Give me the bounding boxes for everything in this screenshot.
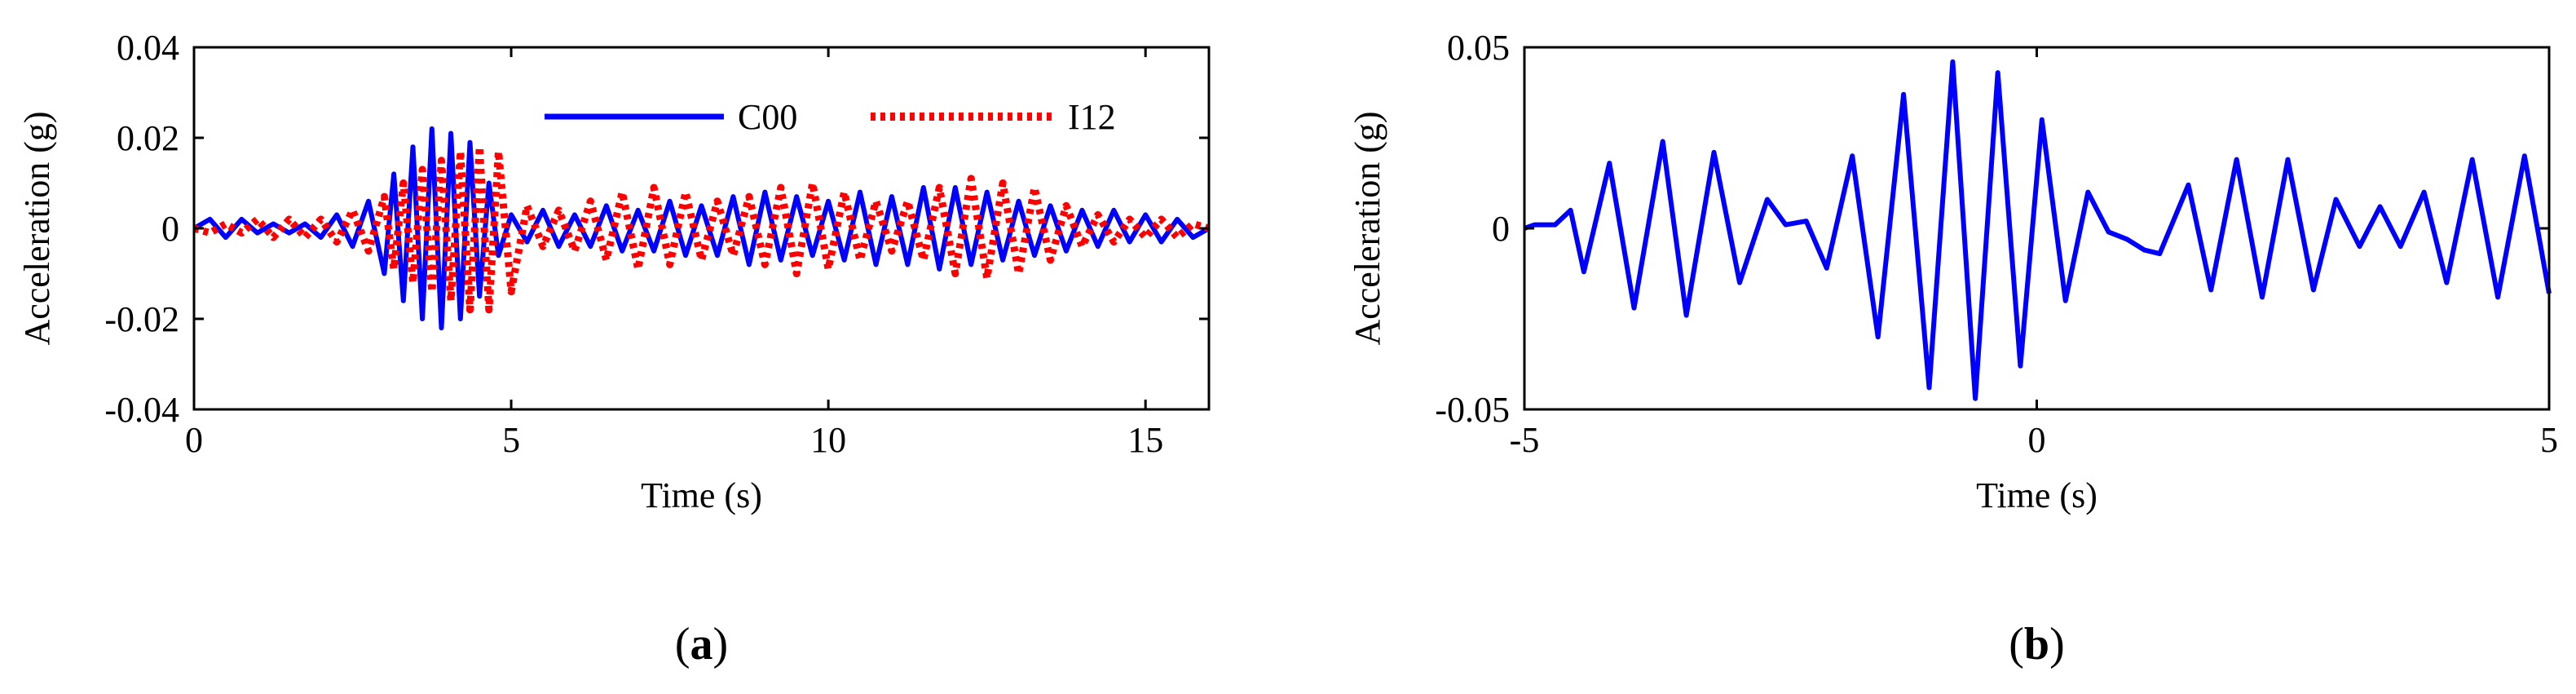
series-line-i12 [192, 143, 1211, 314]
series-line-b-0 [1524, 59, 2552, 401]
plot-frame-a [192, 46, 1211, 411]
x-tick-label-a-0: 0 [185, 420, 203, 460]
y-tick-label-b-0: -0.05 [1435, 390, 1510, 430]
y-axis-label-b: Acceleration (g) [1348, 111, 1387, 345]
panel-label-a-open: ( [675, 619, 690, 670]
y-tick-label-a-4: 0.04 [117, 28, 179, 68]
x-tick-label-b-0: -5 [1510, 420, 1540, 460]
panel-label-a-letter: a [690, 619, 713, 670]
x-tick-label-b-1: 0 [2028, 420, 2046, 460]
x-tick-label-a-2: 10 [810, 420, 846, 460]
panel-label-a-close: ) [713, 619, 729, 670]
y-tick-label-a-1: -0.02 [104, 299, 179, 339]
x-axis-label-b: Time (s) [1976, 475, 2097, 515]
axis-ticks-a: 0 5 10 15 -0.04 -0.02 0 0.02 0.04 [104, 28, 1209, 460]
plot-frame-b [1523, 46, 2551, 411]
x-tick-label-a-1: 5 [502, 420, 520, 460]
panel-label-b-letter: b [2024, 619, 2049, 670]
legend-label-c00: C00 [738, 97, 797, 137]
y-axis-label-a: Acceleration (g) [17, 111, 57, 345]
series-line-c00 [192, 126, 1211, 331]
series-layer-a [192, 126, 1211, 331]
y-tick-label-b-2: 0.05 [1447, 28, 1510, 68]
legend-a: C00 I12 [545, 97, 1116, 137]
panel-label-b-open: ( [2009, 619, 2024, 670]
legend-label-i12: I12 [1068, 97, 1116, 137]
axis-ticks-b: -5 0 5 -0.05 0 0.05 [1435, 28, 2558, 460]
series-layer-b [1524, 59, 2552, 401]
x-tick-label-b-2: 5 [2540, 420, 2558, 460]
y-tick-label-a-3: 0.02 [117, 118, 179, 158]
x-axis-label-a: Time (s) [641, 475, 762, 515]
y-tick-label-b-1: 0 [1492, 209, 1510, 249]
y-tick-label-a-0: -0.04 [104, 390, 179, 430]
chart-panel-b: -5 0 5 -0.05 0 0.05 Time (s) Acceleration (g)… [1348, 28, 2558, 670]
x-tick-label-a-3: 15 [1127, 420, 1163, 460]
panel-label-a: (a) [675, 619, 728, 670]
panel-label-b: (b) [2009, 619, 2064, 670]
panel-label-b-close: ) [2049, 619, 2065, 670]
y-tick-label-a-2: 0 [161, 209, 179, 249]
chart-panel-a: 0 5 10 15 -0.04 -0.02 0 0.02 0.04 Time (s) Accel… [17, 28, 1211, 670]
